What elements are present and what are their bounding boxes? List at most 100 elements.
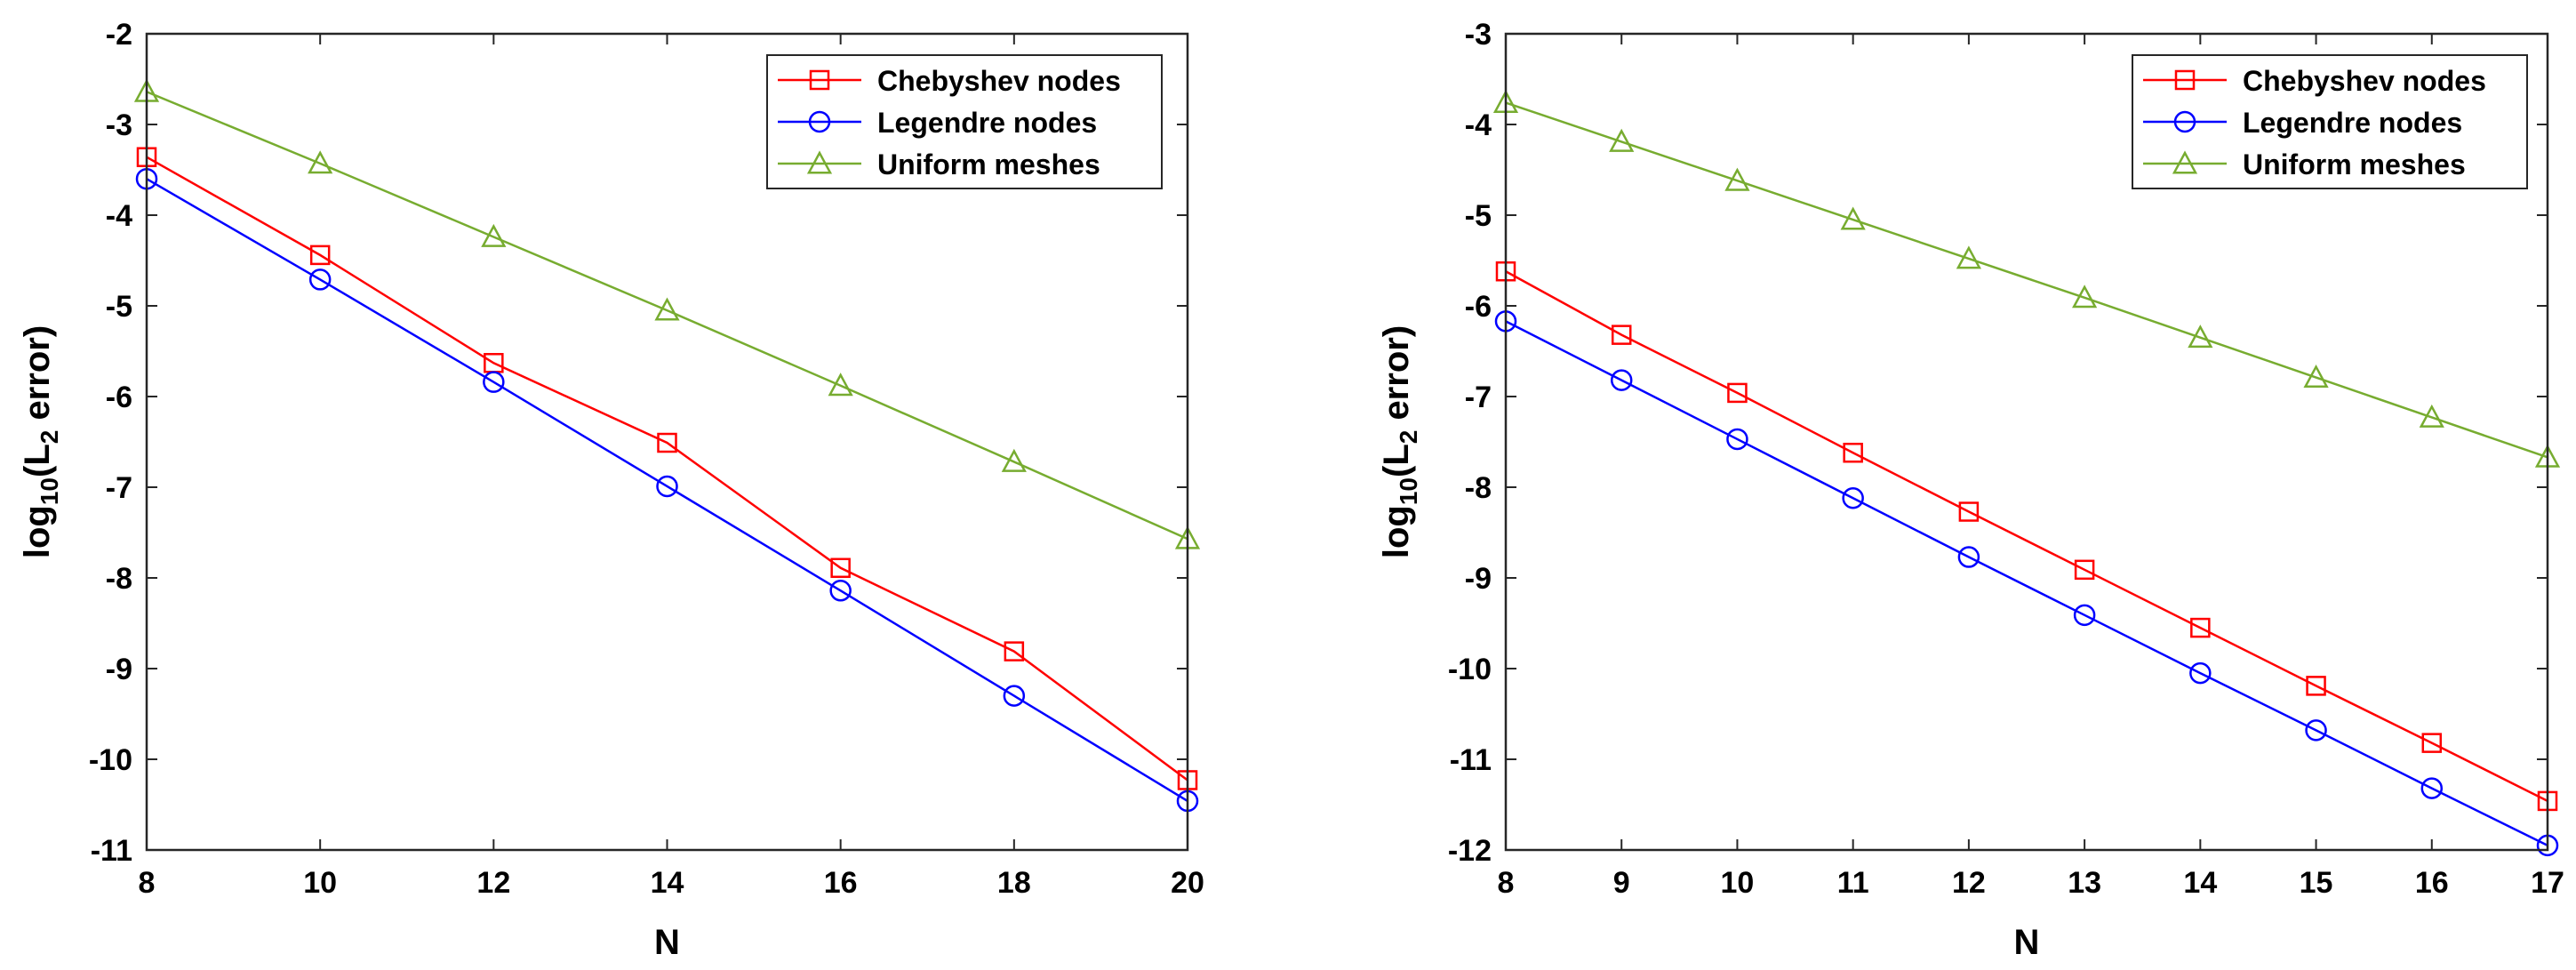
- data-point: [308, 269, 332, 291]
- legend-item-uniform-meshes: Uniform meshes: [778, 148, 1100, 180]
- y-tick-label: -4: [106, 199, 132, 233]
- data-point: [1724, 167, 1750, 191]
- y-tick-label: -2: [106, 18, 132, 52]
- legend-label: Chebyshev nodes: [2243, 65, 2486, 97]
- x-tick-label: 12: [1952, 866, 1986, 900]
- legend-label: Legendre nodes: [2243, 107, 2462, 139]
- data-point: [1842, 486, 1864, 509]
- legend-item-chebyshev-nodes: Chebyshev nodes: [2143, 65, 2486, 97]
- legend-marker: [809, 69, 830, 91]
- data-point: [2188, 325, 2213, 349]
- y-label-subscript: 10: [1395, 477, 1422, 505]
- data-point: [830, 557, 851, 579]
- y-axis-label: log10(L2 error): [18, 325, 63, 558]
- x-tick-label: 10: [1721, 866, 1755, 900]
- data-point: [2073, 604, 2096, 627]
- y-tick-label: -4: [1465, 108, 1492, 142]
- legend-marker: [2172, 150, 2198, 174]
- x-tick-label: 11: [1837, 866, 1869, 900]
- x-tick-label: 8: [1498, 866, 1515, 900]
- data-point: [1958, 501, 1980, 522]
- legend-item-legendre-nodes: Legendre nodes: [2143, 107, 2462, 139]
- data-point: [1840, 206, 1866, 230]
- y-label-subscript: 2: [1395, 430, 1422, 445]
- legend-marker: [2173, 110, 2196, 133]
- x-tick-label: 10: [303, 866, 337, 900]
- x-tick-label: 15: [2300, 866, 2333, 900]
- y-label-subscript: 10: [36, 477, 63, 505]
- x-tick-label: 20: [1171, 866, 1204, 900]
- y-label-text: log: [18, 505, 57, 558]
- data-point: [656, 475, 678, 498]
- legend-marker: [806, 150, 833, 174]
- legend-label: Uniform meshes: [2243, 148, 2466, 180]
- data-point: [2420, 777, 2444, 799]
- legend-label: Legendre nodes: [877, 107, 1097, 139]
- y-tick-label: -3: [1465, 18, 1492, 52]
- series-legendre-nodes: [1494, 310, 2559, 857]
- x-tick-label: 8: [139, 866, 156, 900]
- series-line: [1505, 270, 2548, 803]
- legend-box: [766, 54, 1163, 189]
- y-label-text: error): [18, 325, 57, 430]
- y-tick-label: -10: [89, 743, 132, 777]
- y-tick-label: -5: [1465, 199, 1492, 233]
- data-point: [829, 580, 852, 602]
- y-tick-label: -12: [1448, 834, 1492, 868]
- x-axis-label: N: [2014, 923, 2040, 962]
- data-point: [2305, 719, 2327, 742]
- data-point: [2072, 285, 2098, 309]
- data-point: [308, 150, 333, 174]
- series-line: [146, 178, 1188, 802]
- data-point: [1609, 128, 1635, 152]
- legend-item-uniform-meshes: Uniform meshes: [2143, 148, 2466, 180]
- y-tick-label: -11: [91, 834, 132, 868]
- data-point: [1004, 641, 1025, 661]
- series-uniform-meshes: [133, 78, 1201, 549]
- y-tick-label: -9: [1465, 562, 1492, 596]
- data-point: [657, 432, 677, 453]
- legend-label: Uniform meshes: [877, 148, 1100, 180]
- y-label-text: error): [1377, 325, 1416, 430]
- data-point: [2419, 404, 2444, 428]
- y-tick-label: -11: [1450, 743, 1492, 777]
- data-point: [2189, 661, 2212, 685]
- y-tick-label: -8: [106, 562, 132, 596]
- x-tick-label: 17: [2531, 866, 2564, 900]
- legend-item-chebyshev-nodes: Chebyshev nodes: [778, 65, 1121, 97]
- data-point: [654, 297, 680, 321]
- y-tick-label: -9: [106, 653, 132, 686]
- legend-label: Chebyshev nodes: [877, 65, 1121, 97]
- legend-marker: [808, 110, 831, 133]
- data-point: [1610, 369, 1633, 391]
- data-point: [2303, 364, 2329, 389]
- y-tick-label: -10: [1448, 653, 1492, 686]
- y-label-subscript: 2: [36, 430, 63, 445]
- data-point: [309, 245, 331, 266]
- x-tick-label: 13: [2068, 866, 2101, 900]
- axes-box: [1504, 32, 2549, 852]
- y-label-text: log: [1377, 505, 1416, 558]
- y-label-text: (L: [1377, 444, 1416, 477]
- data-point: [2421, 733, 2443, 753]
- series-line: [146, 91, 1188, 541]
- data-point: [1001, 448, 1027, 472]
- x-axis-label: N: [654, 923, 680, 962]
- legend-item-legendre-nodes: Legendre nodes: [778, 107, 1097, 139]
- y-tick-label: -3: [106, 108, 132, 142]
- data-point: [1957, 546, 1980, 568]
- x-tick-label: 16: [824, 866, 858, 900]
- y-tick-label: -7: [106, 471, 132, 505]
- data-point: [1956, 245, 1981, 269]
- legend-marker: [2174, 69, 2196, 91]
- series-line: [146, 156, 1188, 782]
- legend: Chebyshev nodes Legendre nodes Uniform mes…: [766, 54, 1163, 189]
- data-point: [2190, 617, 2211, 638]
- data-point: [2074, 559, 2095, 581]
- data-point: [1726, 428, 1748, 451]
- x-tick-label: 9: [1613, 866, 1630, 900]
- series-legendre-nodes: [135, 167, 1199, 813]
- x-tick-label: 14: [2183, 866, 2217, 900]
- y-tick-label: -6: [1465, 290, 1492, 324]
